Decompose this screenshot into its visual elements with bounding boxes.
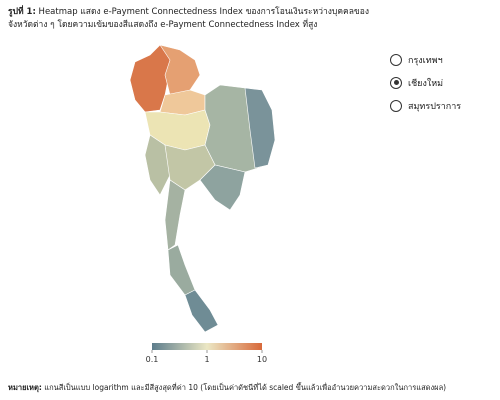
northeast-east <box>244 87 276 169</box>
radio-label[interactable]: เชียงใหม่ <box>408 78 444 89</box>
option-list: กรุงเทพฯเชียงใหม่สมุทรปราการ <box>390 48 461 117</box>
colorbar <box>152 343 262 350</box>
provinces <box>129 44 276 333</box>
footnote: หมายเหตุ: แกนสีเป็นแบบ logarithm และมีสี… <box>8 382 498 394</box>
radio-button[interactable] <box>390 53 402 66</box>
figure-label: รูปที่ 1: <box>8 7 36 17</box>
radio-label[interactable]: สมุทรปราการ <box>408 101 462 112</box>
north-lower <box>159 89 206 116</box>
colorbar-tick-label: 1 <box>204 355 209 364</box>
figure-title: Heatmap แสดง e-Payment Connectedness Ind… <box>8 7 369 30</box>
south-lower <box>184 289 219 333</box>
note-text: แกนสีเป็นแบบ logarithm และมีสีสูงสุดที่ค… <box>44 383 447 392</box>
south <box>167 244 196 296</box>
radio-option[interactable]: กรุงเทพฯ <box>390 48 461 71</box>
radio-button[interactable] <box>390 99 402 112</box>
figure-caption: รูปที่ 1: Heatmap แสดง e-Payment Connect… <box>8 6 378 32</box>
colorbar-tick-label: 10 <box>257 355 267 364</box>
radio-option[interactable]: สมุทรปราการ <box>390 94 461 117</box>
east <box>199 164 246 211</box>
note-label: หมายเหตุ: <box>8 383 42 392</box>
radio-option[interactable]: เชียงใหม่ <box>390 71 461 94</box>
radio-label[interactable]: กรุงเทพฯ <box>408 55 443 66</box>
radio-button[interactable] <box>390 76 402 89</box>
south-upper <box>164 179 186 251</box>
map: 0.1 1 10 <box>129 44 276 364</box>
colorbar-tick-label: 0.1 <box>146 355 159 364</box>
